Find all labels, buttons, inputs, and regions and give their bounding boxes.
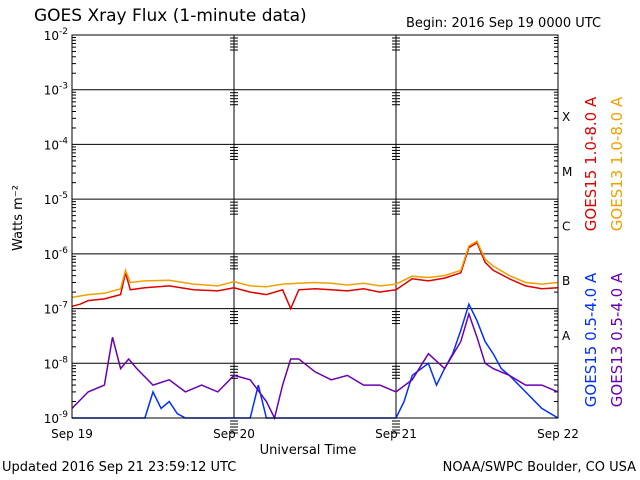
legend-entry: GOES15 0.5-4.0 A <box>582 272 600 407</box>
legend: GOES15 1.0-8.0 A GOES13 1.0-8.0 A GOES15 0… <box>582 96 626 407</box>
x-tick-label: Sep 20 <box>213 427 255 441</box>
y-tick-label: 10-6 <box>44 246 69 262</box>
x-axis-title: Universal Time <box>260 443 357 458</box>
y-tick-label: 10-2 <box>44 27 68 43</box>
credit-line: NOAA/SWPC Boulder, CO USA <box>442 460 636 475</box>
flare-class-label: X <box>562 110 570 124</box>
series-lines <box>71 240 559 421</box>
x-tick-label: Sep 22 <box>537 427 579 441</box>
y-tick-labels: 10-9 10-8 10-7 10-6 10-5 10-4 10-3 10-2 <box>44 27 69 426</box>
x-tick-label: Sep 19 <box>51 427 93 441</box>
plot-border <box>71 34 559 419</box>
legend-entry: GOES13 0.5-4.0 A <box>608 272 626 407</box>
x-tick-label: Sep 21 <box>375 427 417 441</box>
y-tick-label: 10-5 <box>44 191 68 207</box>
y-tick-label: 10-7 <box>44 301 68 317</box>
grid-lines <box>72 34 558 434</box>
y-tick-label: 10-9 <box>44 410 69 426</box>
flare-class-label: M <box>562 165 572 179</box>
series-line <box>72 302 559 419</box>
flare-class-label: C <box>562 220 570 234</box>
updated-timestamp: Updated 2016 Sep 21 23:59:12 UTC <box>2 460 237 475</box>
begin-date: Begin: 2016 Sep 19 0000 UTC <box>406 16 602 31</box>
flare-class-label: A <box>562 329 571 343</box>
y-tick-label: 10-3 <box>44 82 68 98</box>
series-line <box>71 240 559 299</box>
y-tick-label: 10-4 <box>44 136 69 152</box>
legend-entry: GOES13 1.0-8.0 A <box>608 96 626 231</box>
flare-class-labels: A B C M X <box>562 110 572 343</box>
y-tick-label: 10-8 <box>44 355 69 371</box>
plot-frame <box>71 34 559 419</box>
flare-class-label: B <box>562 274 570 288</box>
legend-entry: GOES15 1.0-8.0 A <box>582 96 600 231</box>
y-axis-title: Watts m⁻² <box>11 185 26 251</box>
chart-title: GOES Xray Flux (1-minute data) <box>34 6 307 26</box>
series-line <box>71 241 559 311</box>
series-line <box>71 311 559 421</box>
x-tick-labels: Sep 19 Sep 20 Sep 21 Sep 22 <box>51 427 579 441</box>
